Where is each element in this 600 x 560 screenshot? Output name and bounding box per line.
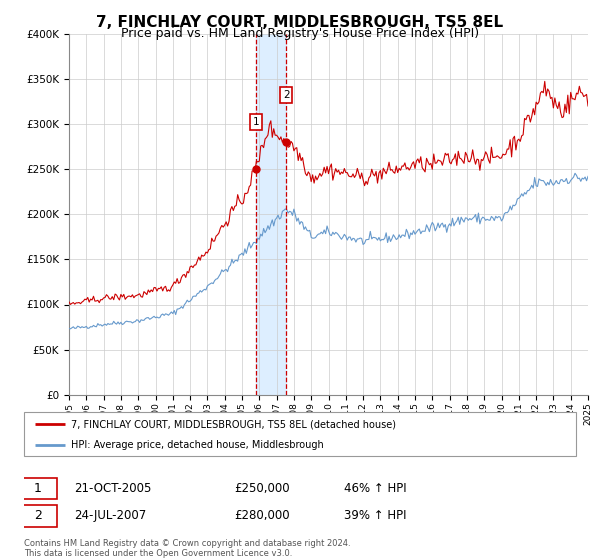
Text: 2: 2 — [34, 509, 42, 522]
Text: 39% ↑ HPI: 39% ↑ HPI — [344, 509, 407, 522]
Text: Contains HM Land Registry data © Crown copyright and database right 2024.: Contains HM Land Registry data © Crown c… — [24, 539, 350, 548]
Text: 46% ↑ HPI: 46% ↑ HPI — [344, 482, 407, 495]
Text: 1: 1 — [34, 482, 42, 495]
Text: £250,000: £250,000 — [234, 482, 289, 495]
Text: This data is licensed under the Open Government Licence v3.0.: This data is licensed under the Open Gov… — [24, 549, 292, 558]
Text: 2: 2 — [283, 90, 289, 100]
Text: 21-OCT-2005: 21-OCT-2005 — [74, 482, 151, 495]
FancyBboxPatch shape — [19, 478, 57, 499]
Text: 1: 1 — [253, 117, 259, 127]
Text: HPI: Average price, detached house, Middlesbrough: HPI: Average price, detached house, Midd… — [71, 440, 323, 450]
FancyBboxPatch shape — [24, 412, 576, 456]
Text: 7, FINCHLAY COURT, MIDDLESBROUGH, TS5 8EL: 7, FINCHLAY COURT, MIDDLESBROUGH, TS5 8E… — [97, 15, 503, 30]
Text: Price paid vs. HM Land Registry's House Price Index (HPI): Price paid vs. HM Land Registry's House … — [121, 27, 479, 40]
Text: £280,000: £280,000 — [234, 509, 289, 522]
FancyBboxPatch shape — [19, 505, 57, 526]
Text: 7, FINCHLAY COURT, MIDDLESBROUGH, TS5 8EL (detached house): 7, FINCHLAY COURT, MIDDLESBROUGH, TS5 8E… — [71, 419, 396, 429]
Bar — [256, 34, 286, 395]
Text: 24-JUL-2007: 24-JUL-2007 — [74, 509, 146, 522]
